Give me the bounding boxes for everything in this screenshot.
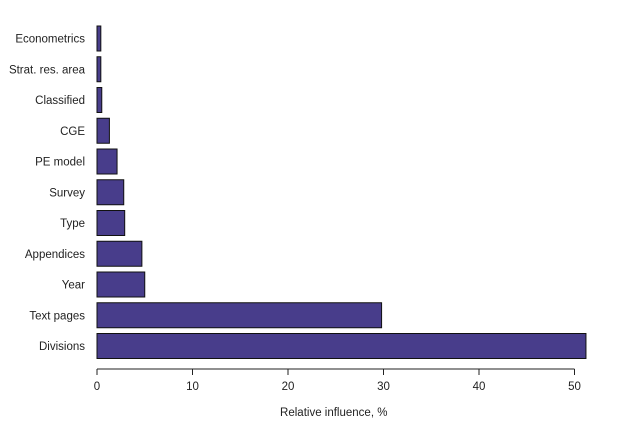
bar-cge (96, 117, 110, 144)
x-axis: 0 10 20 30 40 50 (94, 368, 581, 393)
y-tick-label-strat-res-area: Strat. res. area (9, 64, 86, 76)
y-tick-label-type: Type (60, 218, 85, 230)
bar-appendices (96, 240, 143, 267)
y-tick-label-year: Year (62, 280, 85, 292)
x-axis-title: Relative influence, % (280, 407, 387, 419)
bar-text-pages (96, 302, 383, 329)
bars-layer (96, 25, 587, 359)
bar-type (96, 210, 126, 236)
y-tick-label-survey: Survey (49, 187, 85, 199)
y-tick-label-divisions: Divisions (39, 341, 85, 353)
x-tick-label: 50 (568, 381, 581, 393)
y-tick-labels: Econometrics Strat. res. area Classified CG… (9, 34, 86, 354)
bar-survey (96, 179, 125, 206)
x-tick-label: 10 (186, 381, 199, 393)
y-tick-label-cge: CGE (60, 126, 85, 138)
bar-econometrics (96, 25, 102, 52)
y-tick-label-econometrics: Econometrics (15, 34, 85, 46)
bar-pe-model (96, 148, 118, 175)
bar-classified (96, 87, 103, 113)
y-tick-label-pe-model: PE model (35, 157, 85, 169)
x-tick-label: 40 (473, 381, 486, 393)
x-tick-label: 20 (282, 381, 295, 393)
bar-divisions (96, 333, 587, 359)
x-tick-label: 0 (94, 381, 100, 393)
bar-year (96, 271, 146, 298)
x-tick-label: 30 (377, 381, 390, 393)
y-tick-label-text-pages: Text pages (29, 310, 85, 322)
y-tick-label-appendices: Appendices (25, 249, 85, 261)
y-tick-label-classified: Classified (35, 95, 85, 107)
bar-strat-res-area (96, 56, 102, 83)
